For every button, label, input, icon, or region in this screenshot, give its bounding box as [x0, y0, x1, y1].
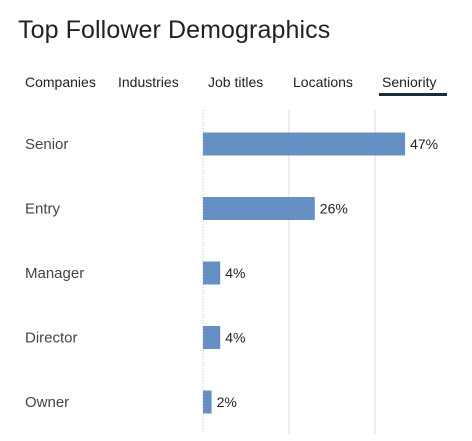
- category-label: Owner: [25, 394, 69, 411]
- bar-owner: [203, 390, 212, 414]
- bar-director: [203, 326, 221, 349]
- demographics-tabs: Companies Industries Job titles Location…: [0, 0, 472, 100]
- bar-entry: [203, 197, 315, 220]
- tab-job-titles[interactable]: Job titles: [208, 74, 264, 90]
- tab-industries[interactable]: Industries: [118, 74, 179, 90]
- seniority-bar-chart: Senior 47% Entry 26% Manager 4% Director 4% Owne…: [0, 100, 472, 441]
- value-label: 47%: [410, 136, 438, 152]
- category-label: Director: [25, 330, 78, 347]
- page-title: Top Follower Demographics: [18, 16, 331, 44]
- tab-locations[interactable]: Locations: [293, 74, 353, 90]
- tab-seniority[interactable]: Seniority: [382, 74, 437, 90]
- value-label: 4%: [225, 330, 245, 346]
- category-label: Entry: [25, 201, 61, 218]
- chart-svg: Senior 47% Entry 26% Manager 4% Director 4% Owne…: [25, 110, 438, 434]
- value-label: 4%: [225, 265, 245, 281]
- category-label: Manager: [25, 265, 84, 282]
- bar-manager: [203, 261, 221, 285]
- value-label: 26%: [320, 201, 348, 217]
- category-label: Senior: [25, 136, 68, 153]
- tab-selected-indicator: [379, 93, 447, 96]
- tab-companies[interactable]: Companies: [25, 74, 96, 90]
- bar-senior: [203, 132, 406, 156]
- value-label: 2%: [217, 394, 237, 410]
